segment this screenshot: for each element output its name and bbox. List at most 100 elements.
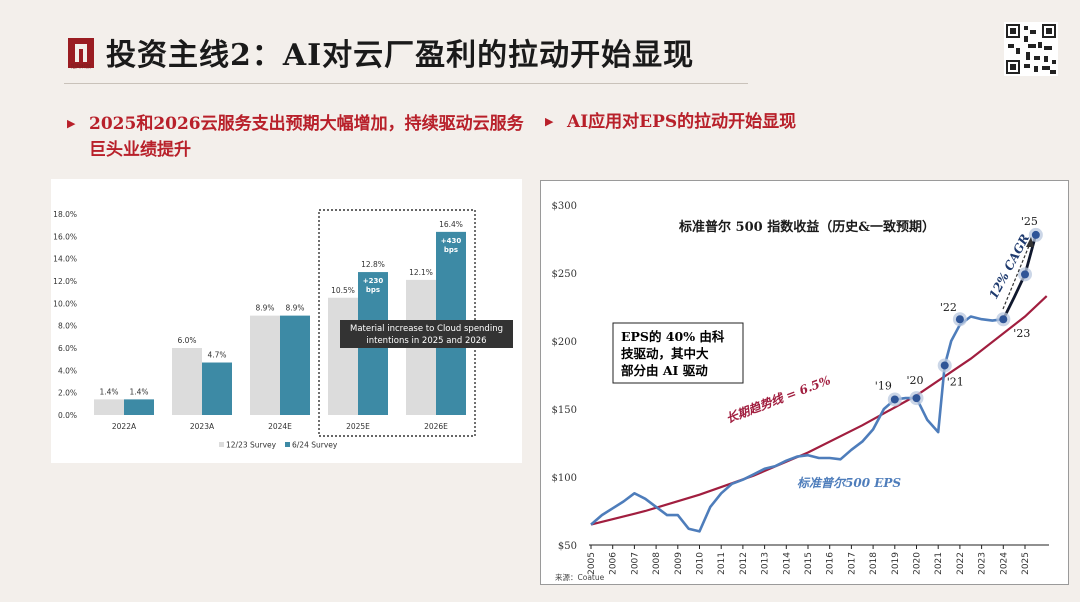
logo-text: 招商科技 (70, 64, 91, 70)
year-marker-label: '22 (940, 301, 957, 314)
annotation-line-2: 技驱动，其中大 (621, 346, 709, 361)
x-tick-label: 2007 (630, 552, 640, 575)
bar-2025E-dec23 (328, 297, 358, 415)
x-tick-label: 2022 (956, 552, 966, 575)
x-tick-label: 2006 (609, 552, 619, 575)
bar-value-label: 12.8% (361, 260, 385, 269)
callout-text-line-1: Material increase to Cloud spending (350, 324, 503, 334)
x-tick-label: 2025 (1021, 552, 1031, 575)
x-tick-label: 2009 (674, 552, 684, 575)
x-tick-label: 2005 (587, 552, 597, 575)
bar-2023A-dec23 (172, 348, 202, 415)
sp500-eps-chart-panel: $50 $100 $150 $200 $250 $300 2005 2006 2007 2008… (540, 180, 1069, 585)
x-category-label: 2026E (424, 422, 448, 431)
x-tick-label: 2008 (652, 552, 662, 575)
bar-value-label: 12.1% (409, 268, 433, 277)
eps-marker (1021, 270, 1029, 279)
x-category-label: 2022A (112, 422, 137, 431)
x-tick-label: 2010 (696, 552, 706, 575)
y-tick-label: 4.0% (58, 366, 77, 375)
bar-2024E-dec23 (250, 315, 280, 415)
y-tick-label: 12.0% (53, 277, 77, 286)
bar-value-label: 4.7% (207, 351, 226, 360)
cagr-arrowhead-icon (1026, 237, 1034, 247)
y-tick-label: $200 (552, 337, 577, 348)
legend-swatch (219, 442, 224, 447)
title-divider (64, 83, 748, 84)
x-tick-label: 2019 (891, 552, 901, 575)
y-tick-label: 6.0% (58, 344, 77, 353)
x-tick-label: 2024 (999, 552, 1009, 575)
eps-chart-title: 标准普尔 500 指数收益（历史&一致预期） (678, 219, 935, 235)
eps-forecast-line (1002, 234, 1038, 320)
cagr-arrow (1002, 240, 1032, 310)
year-marker-label: '23 (1013, 327, 1030, 340)
y-tick-label: $250 (552, 269, 577, 280)
bps-increase-label: +430 bps (441, 237, 462, 254)
bar-value-label: 8.9% (285, 304, 304, 313)
trend-line (590, 295, 1048, 526)
eps-history-line (590, 315, 1004, 533)
bar-value-label: 1.4% (99, 387, 118, 396)
bar-value-label: 1.4% (129, 387, 148, 396)
eps-marker (890, 395, 899, 404)
year-marker-label: '21 (947, 375, 964, 388)
y-tick-label: $100 (552, 473, 577, 484)
bar-value-label: 8.9% (255, 304, 274, 313)
bullet-text: 2025和2026云服务支出预期大幅增加，持续驱动云服务巨头业绩提升 (89, 114, 524, 160)
x-tick-label: 2012 (739, 552, 749, 575)
y-tick-label: 8.0% (58, 322, 77, 331)
cloud-spending-chart-panel: 0.0% 2.0% 4.0% 6.0% 8.0% 10.0% 12.0% 14.0% 16.0%… (51, 179, 522, 463)
bullet-arrow-icon: ▶ (545, 115, 554, 128)
year-marker-label: '20 (907, 374, 924, 387)
y-tick-label: 16.0% (53, 232, 77, 241)
x-category-label: 2023A (190, 422, 215, 431)
x-tick-label: 2020 (913, 552, 923, 575)
annotation-line-1: EPS的 40% 由科 (621, 329, 725, 344)
bullet-cloud-spending: ▶ 2025和2026云服务支出预期大幅增加，持续驱动云服务巨头业绩提升 (67, 111, 529, 163)
eps-marker (1031, 230, 1040, 239)
year-marker-label: '25 (1021, 215, 1038, 228)
y-tick-label: 14.0% (53, 255, 77, 264)
bar-2022A-jun24 (124, 399, 154, 415)
bps-increase-label: +230 bps (363, 277, 384, 294)
source-note: 来源：Coatue (555, 573, 605, 582)
eps-marker (955, 315, 964, 324)
x-tick-label: 2023 (978, 552, 988, 575)
x-tick-label: 2013 (761, 552, 771, 575)
bullet-arrow-icon: ▶ (67, 117, 76, 130)
bar-2023A-jun24 (202, 362, 232, 415)
eps-marker (912, 394, 921, 403)
x-tick-label: 2014 (782, 552, 792, 575)
x-category-label: 2024E (268, 422, 292, 431)
x-tick-label: 2021 (934, 552, 944, 575)
page-title: 投资主线2：AI对云厂盈利的拉动开始显现 (106, 38, 695, 73)
callout-text-line-2: intentions in 2025 and 2026 (366, 336, 486, 346)
x-tick-label: 2015 (804, 552, 814, 575)
y-tick-label: $150 (552, 405, 577, 416)
legend-label: 6/24 Survey (292, 441, 338, 450)
y-tick-label: 18.0% (53, 210, 77, 219)
x-category-label: 2025E (346, 422, 370, 431)
x-tick-label: 2017 (847, 552, 857, 575)
year-marker-label: '19 (875, 379, 892, 392)
y-tick-label: 10.0% (53, 299, 77, 308)
x-tick-label: 2016 (826, 552, 836, 575)
annotation-line-3: 部分由 AI 驱动 (621, 363, 708, 378)
bar-value-label: 10.5% (331, 286, 355, 295)
bar-2024E-jun24 (280, 315, 310, 415)
x-tick-label: 2018 (869, 552, 879, 575)
legend-label: 12/23 Survey (226, 441, 277, 450)
legend-swatch (285, 442, 290, 447)
bar-value-label: 6.0% (177, 336, 196, 345)
y-tick-label: 0.0% (58, 411, 77, 420)
bullet-eps: ▶ AI应用对EPS的拉动开始显现 (545, 109, 1027, 135)
sp500-eps-line-chart: $50 $100 $150 $200 $250 $300 2005 2006 2007 2008… (552, 201, 1049, 582)
bar-2022A-dec23 (94, 399, 124, 415)
bar-legend: 12/23 Survey 6/24 Survey (219, 441, 338, 450)
eps-series-label: 标准普尔500 EPS (797, 476, 901, 490)
broker-logo (68, 38, 94, 68)
y-tick-label: $300 (552, 201, 577, 212)
eps-marker (940, 361, 949, 370)
cagr-label: 12% CAGR (986, 232, 1032, 302)
